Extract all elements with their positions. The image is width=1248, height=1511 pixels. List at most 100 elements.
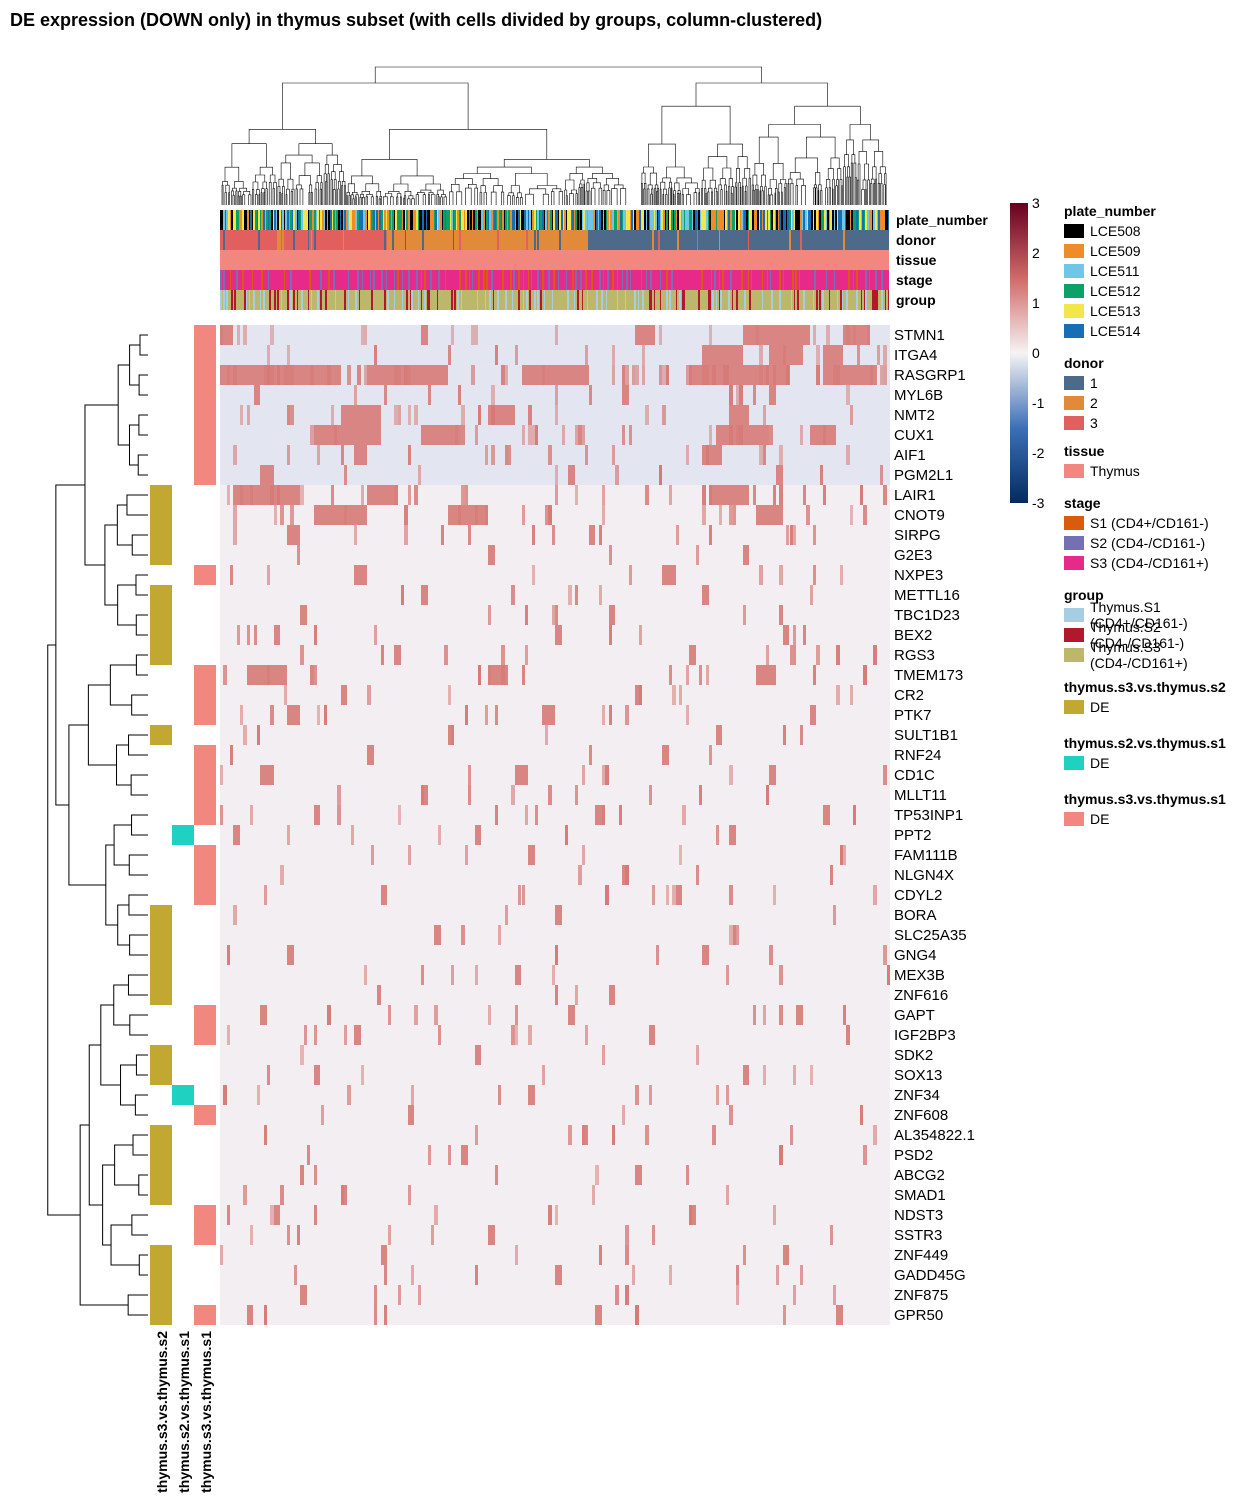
row-anno-cell xyxy=(150,485,172,505)
heatmap-row xyxy=(220,505,890,525)
legend-label: 3 xyxy=(1090,415,1098,431)
heatmap-row xyxy=(220,845,890,865)
legend-title: plate_number xyxy=(1064,203,1156,219)
legend-label: LCE513 xyxy=(1090,303,1141,319)
row-anno-cell xyxy=(150,725,172,745)
heatmap-row xyxy=(220,425,890,445)
row-anno-cell xyxy=(150,905,172,925)
row-anno-cell xyxy=(150,965,172,985)
heatmap-row xyxy=(220,965,890,985)
col-anno-label: plate_number xyxy=(896,210,988,230)
legend-swatch xyxy=(1064,700,1084,714)
gene-label: ZNF616 xyxy=(894,987,948,1004)
heatmap-row xyxy=(220,785,890,805)
legend-swatch xyxy=(1064,516,1084,530)
row-anno-cell xyxy=(150,1165,172,1185)
legend-item: S1 (CD4+/CD161-) xyxy=(1064,513,1209,533)
gene-label: BEX2 xyxy=(894,627,932,644)
row-anno-cell xyxy=(194,885,216,905)
legend-title: thymus.s3.vs.thymus.s2 xyxy=(1064,679,1226,695)
row-anno-cell xyxy=(150,1285,172,1305)
chart-title: DE expression (DOWN only) in thymus subs… xyxy=(10,10,1248,31)
gene-label: TMEM173 xyxy=(894,667,963,684)
legend-swatch xyxy=(1064,244,1084,258)
legend-swatch xyxy=(1064,628,1084,642)
row-anno-cell xyxy=(194,445,216,465)
heatmap-body xyxy=(220,325,890,1325)
row-anno-col xyxy=(172,325,194,1325)
heatmap-row xyxy=(220,1205,890,1225)
gene-label: SLC25A35 xyxy=(894,927,967,944)
heatmap-row xyxy=(220,385,890,405)
row-anno-cell xyxy=(194,1305,216,1325)
heatmap-row xyxy=(220,765,890,785)
col-anno-label: group xyxy=(896,290,988,310)
row-anno-cell xyxy=(194,365,216,385)
gene-label: NLGN4X xyxy=(894,867,954,884)
heatmap-row xyxy=(220,625,890,645)
heatmap-row xyxy=(220,865,890,885)
heatmap-row xyxy=(220,1125,890,1145)
col-anno-label: donor xyxy=(896,230,988,250)
heatmap-row xyxy=(220,885,890,905)
gene-label: SIRPG xyxy=(894,527,941,544)
gene-label: PGM2L1 xyxy=(894,467,953,484)
gene-label: AIF1 xyxy=(894,447,926,464)
legend-label: S1 (CD4+/CD161-) xyxy=(1090,515,1209,531)
heatmap-figure: plate_numberdonortissuestagegroup STMN1I… xyxy=(10,35,1238,1495)
gene-label: LAIR1 xyxy=(894,487,936,504)
row-anno-cell xyxy=(150,1305,172,1325)
legend-label: S2 (CD4-/CD161-) xyxy=(1090,535,1205,551)
heatmap-row xyxy=(220,325,890,345)
legend-thymus_s3_vs_s1: thymus.s3.vs.thymus.s1DE xyxy=(1064,791,1226,829)
gene-label: PPT2 xyxy=(894,827,932,844)
colorbar-tick: 1 xyxy=(1032,295,1040,311)
legend-label: LCE514 xyxy=(1090,323,1141,339)
row-anno-cell xyxy=(194,1205,216,1225)
legend-swatch xyxy=(1064,556,1084,570)
legend-label: DE xyxy=(1090,755,1109,771)
colorbar-tick: -1 xyxy=(1032,395,1044,411)
heatmap-row xyxy=(220,1285,890,1305)
gene-label: G2E3 xyxy=(894,547,932,564)
legend-swatch xyxy=(1064,536,1084,550)
gene-label: ZNF34 xyxy=(894,1087,940,1104)
gene-label: TBC1D23 xyxy=(894,607,960,624)
row-anno-cell xyxy=(150,945,172,965)
heatmap-row xyxy=(220,1085,890,1105)
gene-label: SULT1B1 xyxy=(894,727,958,744)
heatmap-row xyxy=(220,445,890,465)
heatmap-row xyxy=(220,465,890,485)
legend-stage: stageS1 (CD4+/CD161-)S2 (CD4-/CD161-)S3 … xyxy=(1064,495,1209,573)
column-annotations xyxy=(220,210,890,310)
colorbar-tick: 2 xyxy=(1032,245,1040,261)
row-anno-cell xyxy=(194,845,216,865)
row-anno-cell xyxy=(194,745,216,765)
gene-label: METTL16 xyxy=(894,587,960,604)
row-anno-cell xyxy=(194,425,216,445)
row-anno-col xyxy=(150,325,172,1325)
colorbar-tick: 0 xyxy=(1032,345,1040,361)
heatmap-row xyxy=(220,605,890,625)
gene-labels: STMN1ITGA4RASGRP1MYL6BNMT2CUX1AIF1PGM2L1… xyxy=(894,325,1014,1325)
gene-label: NXPE3 xyxy=(894,567,943,584)
heatmap-row xyxy=(220,825,890,845)
legend-item: LCE512 xyxy=(1064,281,1156,301)
heatmap-row xyxy=(220,565,890,585)
row-anno-cell xyxy=(150,1125,172,1145)
legend-swatch xyxy=(1064,284,1084,298)
legend-item: 2 xyxy=(1064,393,1104,413)
col-anno-donor xyxy=(220,230,890,250)
row-anno-cell xyxy=(194,665,216,685)
gene-label: ZNF608 xyxy=(894,1107,948,1124)
row-anno-cell xyxy=(194,405,216,425)
legend-label: Thymus xyxy=(1090,463,1140,479)
row-anno-cell xyxy=(150,1185,172,1205)
gene-label: STMN1 xyxy=(894,327,945,344)
gene-label: CR2 xyxy=(894,687,924,704)
row-anno-col-label: thymus.s3.vs.thymus.s2 xyxy=(154,1331,170,1493)
col-anno-tissue xyxy=(220,250,890,270)
legend-item: S3 (CD4-/CD161+) xyxy=(1064,553,1209,573)
gene-label: TP53INP1 xyxy=(894,807,963,824)
gene-label: SSTR3 xyxy=(894,1227,942,1244)
